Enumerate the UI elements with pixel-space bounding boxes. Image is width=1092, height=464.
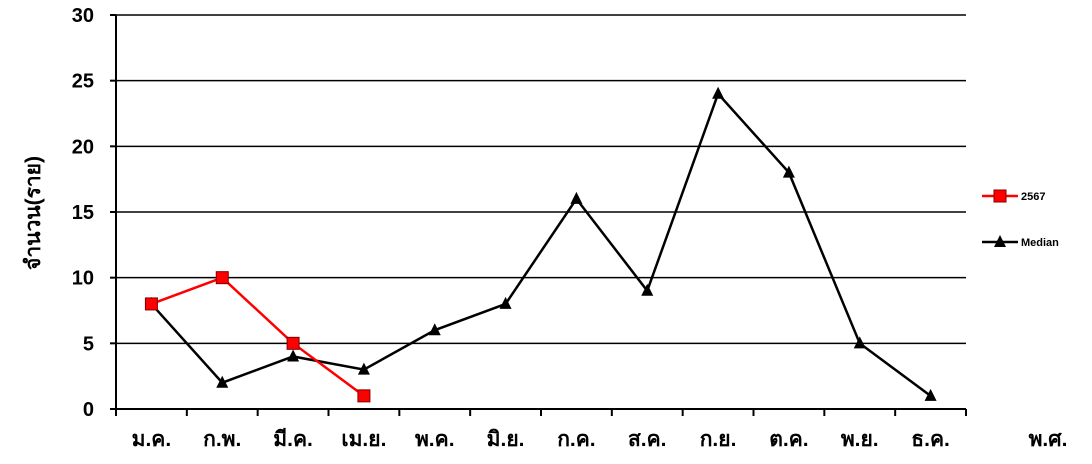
x-tick-label: พ.ค. [415, 428, 455, 451]
data-point [499, 296, 512, 309]
y-tick-label: 10 [72, 268, 94, 290]
series-median [145, 86, 937, 401]
x-tick-label: ก.พ. [203, 428, 241, 451]
series-line [150, 91, 932, 397]
x-tick-label: ม.ค. [132, 428, 172, 451]
data-point [216, 375, 229, 388]
data-point [144, 297, 158, 311]
y-tick-label: 15 [72, 202, 94, 224]
x-tick-label: ธ.ค. [911, 428, 950, 451]
x-tick-label: ก.ค. [557, 428, 595, 451]
legend: 2567 Median [982, 189, 1059, 249]
data-point [428, 323, 441, 336]
series-line [150, 276, 365, 397]
data-point [853, 336, 866, 349]
legend-label: 2567 [1021, 191, 1045, 203]
x-tick-label: ส.ค. [628, 428, 667, 451]
legend-marker [994, 235, 1006, 247]
y-tick-labels: 0 5 10 15 20 25 30 [72, 5, 116, 421]
legend-marker [993, 189, 1007, 203]
x-tick-label: ก.ย. [700, 428, 737, 451]
legend-label: Median [1021, 237, 1059, 249]
data-point [287, 349, 300, 362]
data-point [357, 362, 370, 375]
y-axis-label: จำนวน(ราย) [22, 156, 45, 270]
data-point [357, 389, 371, 403]
y-tick-label: 25 [72, 71, 94, 93]
data-point [924, 388, 937, 401]
series-lines [144, 86, 937, 403]
y-tick-label: 0 [83, 399, 94, 421]
y-tick-label: 5 [83, 333, 94, 355]
x-tick-label: พ.ย. [841, 428, 879, 451]
y-tick-label: 30 [72, 5, 94, 27]
y-tick-label: 20 [72, 136, 94, 158]
gridlines [116, 14, 966, 345]
x-axis-label: พ.ศ. [1029, 428, 1068, 451]
data-point [641, 283, 654, 296]
data-point [782, 165, 795, 178]
x-tick-labels: ม.ค. ก.พ. มี.ค. เม.ย. พ.ค. มิ.ย. ก.ค. ส.ค. ก.ย. ต… [115, 409, 967, 451]
data-point [215, 271, 229, 285]
series-2567 [144, 271, 371, 403]
data-point [286, 336, 300, 350]
x-tick-label: มี.ค. [273, 427, 313, 451]
x-tick-label: มิ.ย. [487, 428, 525, 451]
data-point [712, 86, 725, 99]
x-tick-label: ต.ค. [769, 428, 808, 451]
data-point [570, 191, 583, 204]
x-tick-label: เม.ย. [341, 428, 386, 451]
